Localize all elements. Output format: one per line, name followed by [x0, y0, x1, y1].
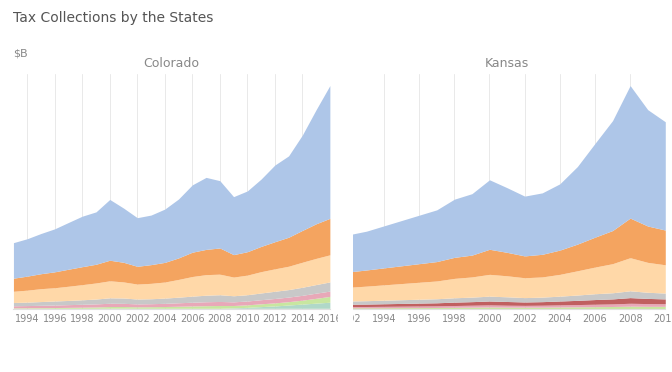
- Text: $B: $B: [13, 48, 28, 58]
- Title: Kansas: Kansas: [485, 57, 529, 70]
- Text: Tax Collections by the States: Tax Collections by the States: [13, 11, 214, 25]
- Title: Colorado: Colorado: [144, 57, 200, 70]
